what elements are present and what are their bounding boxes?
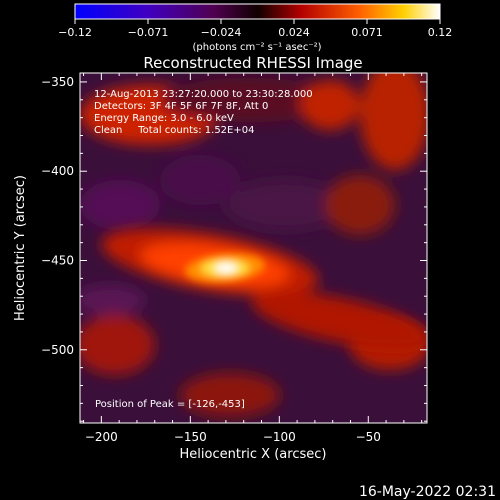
colorbar-tick-label: 0.12	[428, 26, 453, 39]
colorbar-tick-label: 0.071	[351, 26, 383, 39]
y-axis-ticks: −350 −400 −450 −500	[41, 75, 427, 422]
flare-core	[185, 253, 265, 283]
colorbar-frame	[74, 3, 441, 20]
annotation-time-range: 12-Aug-2013 23:27:20.000 to 23:30:28.000	[94, 89, 313, 100]
colorbar-tick-label: −0.12	[58, 26, 92, 39]
y-axis-label: Heliocentric Y (arcsec)	[13, 175, 28, 321]
y-tick-label: −500	[41, 343, 74, 357]
annotation-detectors: Detectors: 3F 4F 5F 6F 7F 8F, Att 0	[94, 101, 268, 112]
colorbar-ticks: −0.12 −0.071 −0.024 0.024 0.071 0.12	[58, 19, 452, 39]
colorbar-unit-label: (photons cm⁻² s⁻¹ asec⁻²)	[192, 42, 321, 53]
x-axis-label: Heliocentric X (arcsec)	[180, 447, 327, 462]
x-tick-label: −50	[356, 430, 381, 444]
heatmap-blobs-soft	[80, 73, 427, 417]
colorbar-tick-label: 0.024	[278, 26, 310, 39]
colorbar-tick-label: −0.071	[128, 26, 169, 39]
chart-title: Reconstructed RHESSI Image	[143, 54, 362, 72]
footer-timestamp: 16-May-2022 02:31	[359, 484, 496, 500]
plot-frame	[79, 72, 428, 424]
y-tick-label: −400	[41, 164, 74, 178]
observation-annotations: 12-Aug-2013 23:27:20.000 to 23:30:28.000…	[94, 89, 313, 410]
x-tick-label: −150	[174, 430, 207, 444]
x-axis-ticks: −200 −150 −100 −50	[83, 73, 423, 444]
annotation-clean-counts: Clean Total counts: 1.52E+04	[94, 125, 254, 136]
colorbar-gradient	[75, 4, 440, 19]
annotation-energy-range: Energy Range: 3.0 - 6.0 keV	[94, 113, 234, 124]
colorbar: −0.12 −0.071 −0.024 0.024 0.071 0.12 (photons…	[58, 3, 452, 53]
y-tick-label: −450	[41, 254, 74, 268]
x-tick-label: −100	[263, 430, 296, 444]
y-tick-label: −350	[41, 75, 74, 89]
colorbar-tick-label: −0.024	[201, 26, 242, 39]
annotation-peak-position: Position of Peak = [-126,-453]	[95, 399, 245, 410]
heatmap-image	[80, 73, 427, 423]
x-tick-label: −200	[85, 430, 118, 444]
